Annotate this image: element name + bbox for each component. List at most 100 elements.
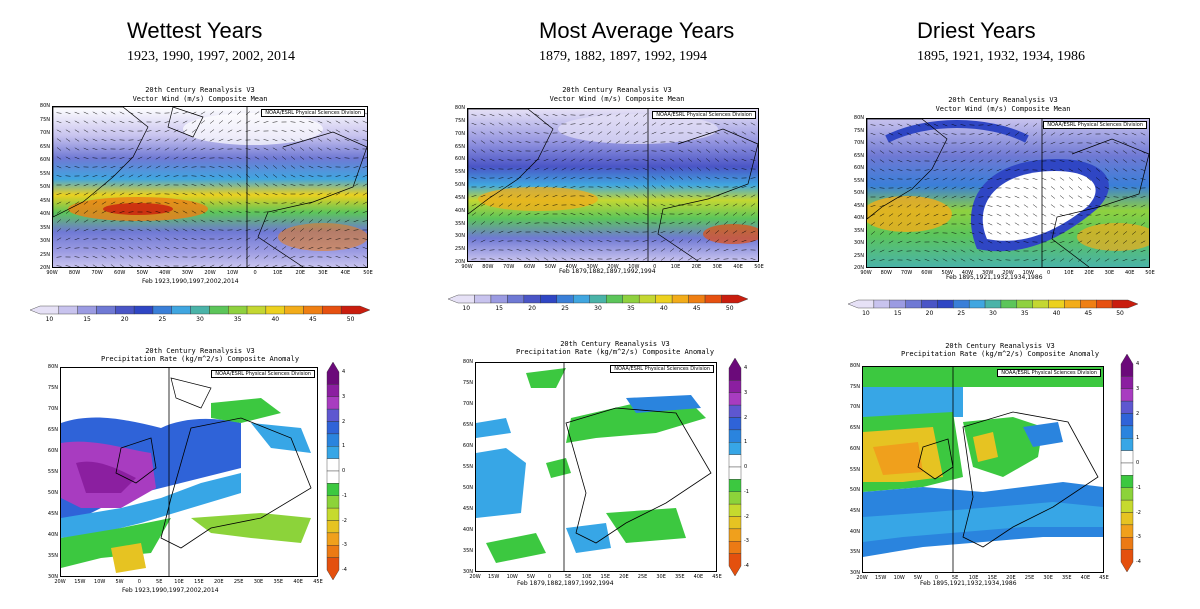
wind-vector [326,147,332,151]
wind-vector [516,185,522,189]
colorbar-swatch [1111,299,1138,309]
lat-tick-label: 45N [849,507,860,514]
lon-tick-label: 10W [628,264,640,270]
wind-vector [272,255,278,259]
wind-vector [1032,132,1038,136]
lon-tick-label: 5E [156,579,163,585]
wind-vector [1086,195,1092,199]
wind-vector [308,237,314,241]
wind-vector [624,203,630,207]
lon-tick-label: 10E [670,264,681,270]
period-label: Feb 1923,1990,1997,2002,2014 [142,278,239,285]
wind-vector [897,195,903,199]
wind-vector [651,141,657,143]
wind-vector [669,204,675,206]
wind-vector [1131,196,1137,198]
lat-tick-label: 80N [849,363,860,369]
wind-vector [678,239,684,243]
wind-vector [1113,141,1119,145]
wind-vector [344,210,350,214]
wind-vector [1086,223,1092,225]
wind-vector [1068,142,1074,144]
wind-vector [561,167,567,171]
wind-vector [227,192,233,196]
colorbar-tick-label: 3 [744,389,748,396]
colorbar-tick-label: 3 [342,393,346,400]
colorbar-tick-label: 2 [744,414,748,421]
wind-vector [525,185,531,189]
wind-vector [344,157,350,159]
colorbar-swatch [326,396,340,410]
wind-vector [128,148,134,150]
wind-vector [969,142,975,144]
wind-vector [642,159,648,161]
wind-vector [191,210,197,214]
wind-vector [579,177,585,179]
wind-vector [155,138,161,142]
wind-vector [915,178,921,180]
wind-vector [996,213,1002,217]
wind-vector [1077,177,1083,181]
wind-vector [1131,222,1137,226]
wind-vector [570,248,576,252]
wind-vector [1140,178,1146,180]
wind-vector [978,159,984,163]
colorbar-swatch [728,380,742,393]
wind-vector [552,176,558,180]
wind-vector [74,138,80,142]
wind-vector [588,140,594,144]
wind-vector [570,230,576,234]
wind-vector [732,131,738,135]
wind-vector [308,246,314,250]
wind-vector [996,150,1002,154]
wind-vector [218,238,224,240]
lat-tick-label: 50N [853,190,864,196]
lat-tick-label: 25N [39,251,50,258]
wind-vector [182,166,188,168]
wind-vector [588,131,594,135]
wind-vector [924,132,930,136]
wind-vector [741,122,747,126]
wind-vector [669,239,675,243]
colorbar-swatch [937,299,954,309]
wind-vector [56,219,62,223]
colorbar-swatch [589,294,607,304]
wind-vector [236,111,242,115]
wind-vector [669,257,675,261]
wind-vector [489,122,495,126]
wind-vector [110,111,116,115]
wind-vector [119,201,125,205]
wind-vector [606,149,612,153]
lon-tick-label: 30E [1043,575,1053,581]
wind-vector [471,258,477,260]
wind-vector [56,156,62,160]
wind-vector [696,230,702,234]
wind-vector [182,210,188,214]
wind-vector [696,221,702,225]
wind-vector [951,177,957,181]
wind-vector [335,129,341,133]
wind-vector [146,237,152,241]
wind-vector [615,149,621,153]
wind-vector [353,255,359,259]
wind-vector [687,221,693,225]
wind-vector [915,123,921,127]
panel-title: 20th Century Reanalysis V3 [560,340,670,348]
wind-vector [624,221,630,225]
wind-vector [362,238,367,240]
wind-vector [1005,123,1011,127]
wind-vector [1050,223,1056,225]
colorbar-swatch [523,294,541,304]
wind-vector [1122,222,1128,226]
wind-vector [996,132,1002,136]
wind-vector [588,167,594,171]
wind-vector [660,231,666,233]
colorbar-tick-label: 30 [196,316,204,323]
wind-vector [83,228,89,232]
colorbar-swatch [953,299,970,309]
wind-vector [83,111,89,115]
wind-map: NOAA/ESRL Physical Sciences Division [467,108,759,262]
colorbar-swatch [1120,376,1134,389]
colorbar-tick-label: 15 [893,310,902,317]
lon-tick-label: 5E [951,575,959,581]
